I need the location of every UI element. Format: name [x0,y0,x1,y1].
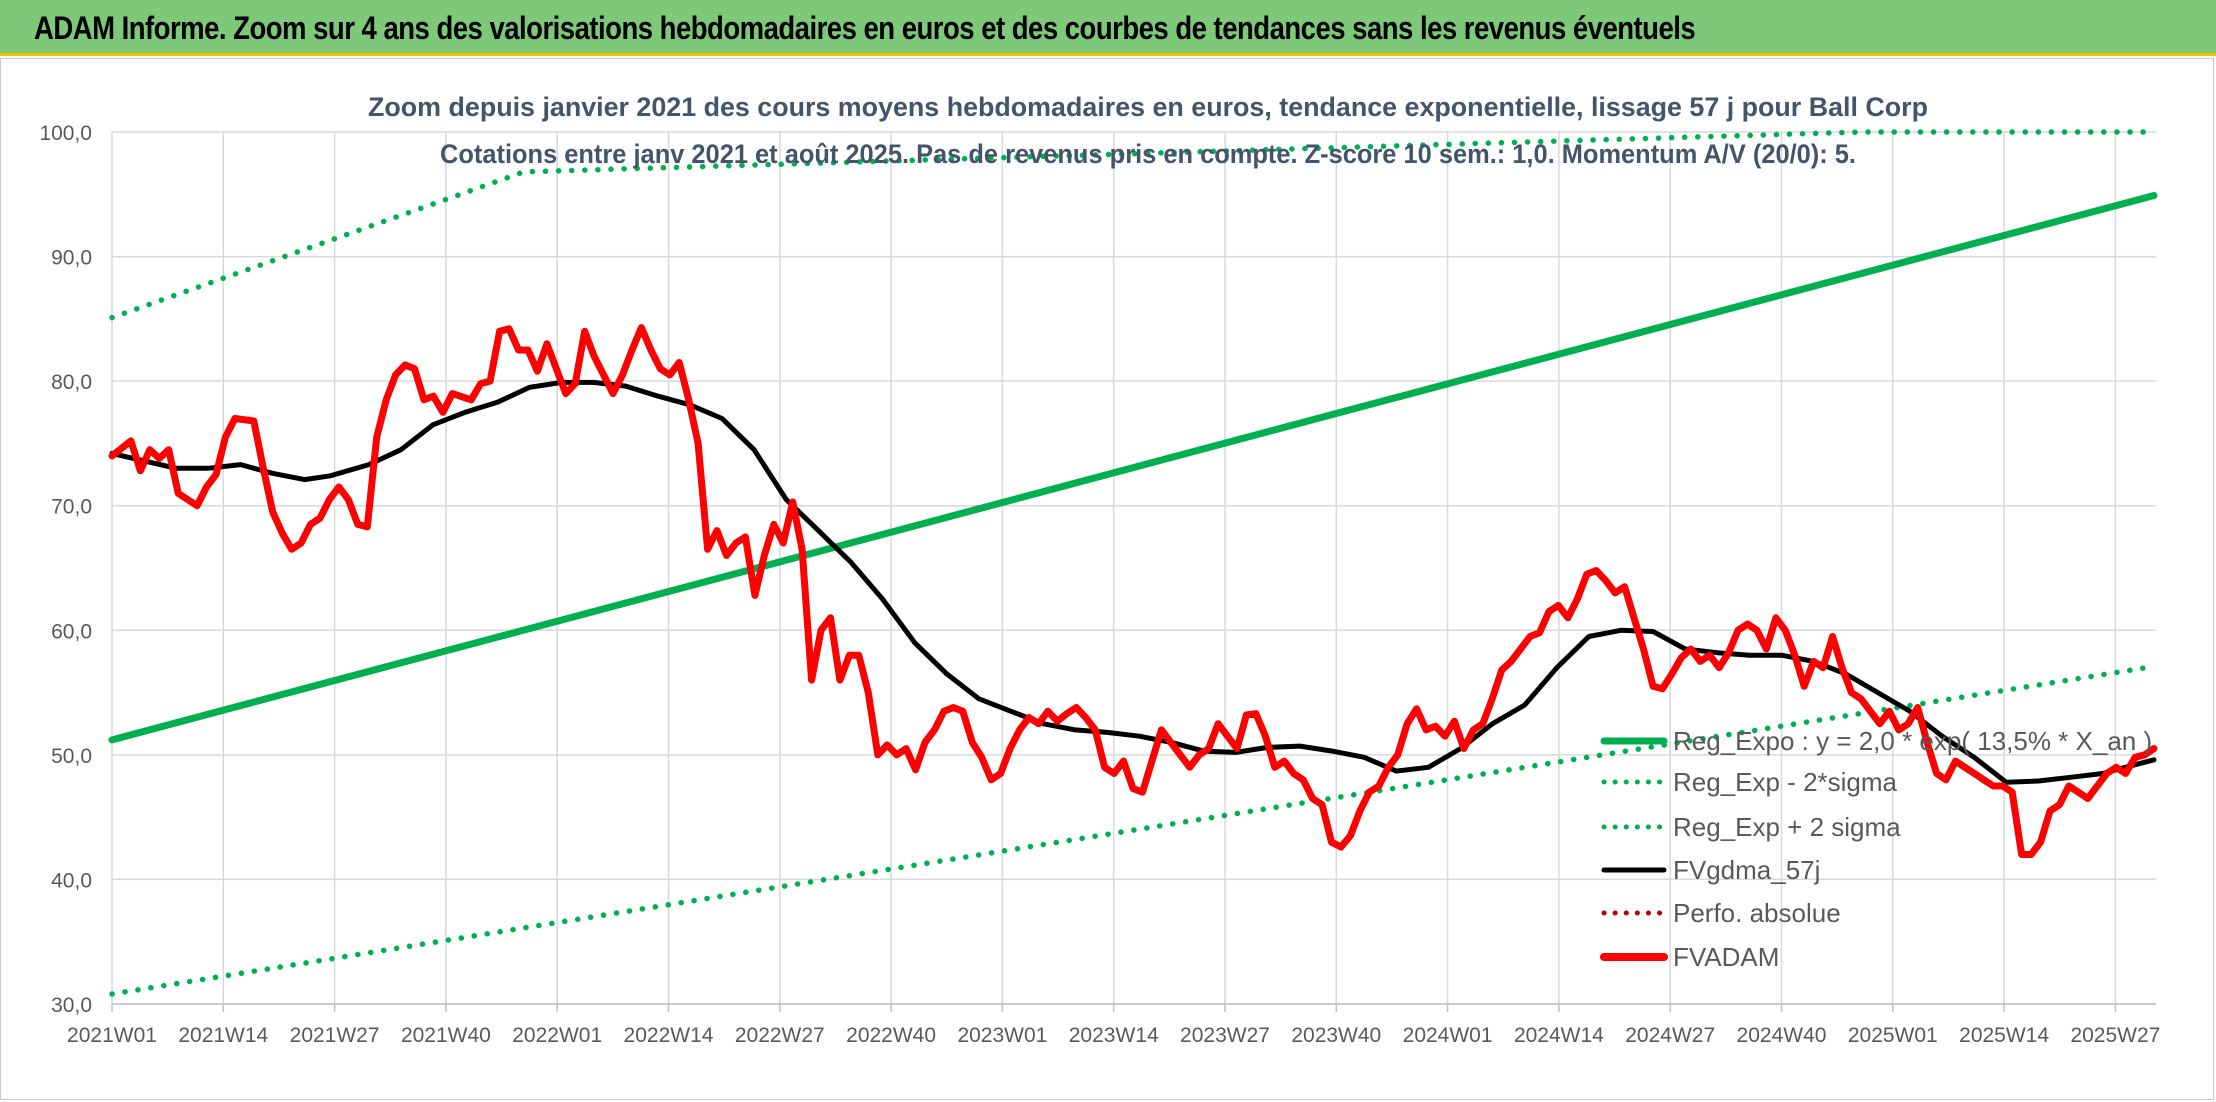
y-tick-label: 60,0 [51,620,92,643]
y-tick-label: 50,0 [51,745,92,768]
y-tick-label: 80,0 [51,371,92,394]
x-tick-label: 2023W27 [1180,1024,1270,1047]
x-tick-label: 2025W14 [1959,1024,2049,1047]
x-tick-label: 2023W40 [1291,1024,1381,1047]
x-tick-label: 2023W01 [957,1024,1047,1047]
x-tick-label: 2022W01 [512,1024,602,1047]
series-line-reg-expo-y-2-0-exp-13-5-x-an [108,192,2158,744]
legend-label: Reg_Exp - 2*sigma [1673,767,1898,797]
x-tick-label: 2021W01 [67,1024,157,1047]
x-tick-label: 2021W14 [178,1024,268,1047]
chart-grid [111,131,2156,1005]
legend-label: FVADAM [1673,942,1779,972]
legend-label: Perfo. absolue [1673,898,1841,928]
report-banner: ADAM Informe. Zoom sur 4 ans des valoris… [0,0,2216,56]
y-axis: 30,0 40,0 50,0 60,0 70,0 80,0 90,0 100,0 [39,122,92,1017]
x-tick-label: 2024W40 [1737,1024,1827,1047]
x-tick-label: 2024W14 [1514,1024,1604,1047]
chart-title: Zoom depuis janvier 2021 des cours moyen… [368,92,1928,122]
y-tick-label: 100,0 [39,122,92,145]
chart-series [108,129,2158,997]
chart-frame [0,58,2214,1100]
series-line-reg-exp-2-sigma [109,663,2157,997]
x-tick-label: 2023W14 [1069,1024,1159,1047]
x-tick-label: 2024W01 [1403,1024,1493,1047]
series-line-fvadam [108,324,2158,858]
y-tick-label: 30,0 [51,994,92,1017]
legend-label: FVgdma_57j [1673,855,1820,885]
x-tick-label: 2022W40 [846,1024,936,1047]
x-tick-label: 2025W01 [1848,1024,1938,1047]
report-title: ADAM Informe. Zoom sur 4 ans des valoris… [34,10,1696,46]
chart-legend: Reg_Expo : y = 2,0 * exp( 13,5% * X_an )… [1600,726,2152,972]
chart-subtitle: Cotations entre janv 2021 et août 2025. … [440,139,1856,169]
x-tick-label: 2022W14 [624,1024,714,1047]
x-axis: 2021W01 2021W14 2021W27 2021W40 2022W01 2022W… [67,1003,2160,1047]
legend-label: Reg_Expo : y = 2,0 * exp( 13,5% * X_an ) [1673,726,2152,756]
x-tick-label: 2024W27 [1625,1024,1715,1047]
x-tick-label: 2025W27 [2070,1024,2160,1047]
x-tick-label: 2022W27 [735,1024,825,1047]
y-tick-label: 40,0 [51,869,92,892]
x-tick-label: 2021W27 [290,1024,380,1047]
legend-label: Reg_Exp + 2 sigma [1673,812,1901,842]
y-tick-label: 90,0 [51,247,92,270]
y-tick-label: 70,0 [51,496,92,519]
series-line-fvgdma-57j [109,379,2157,785]
x-tick-label: 2021W40 [401,1024,491,1047]
